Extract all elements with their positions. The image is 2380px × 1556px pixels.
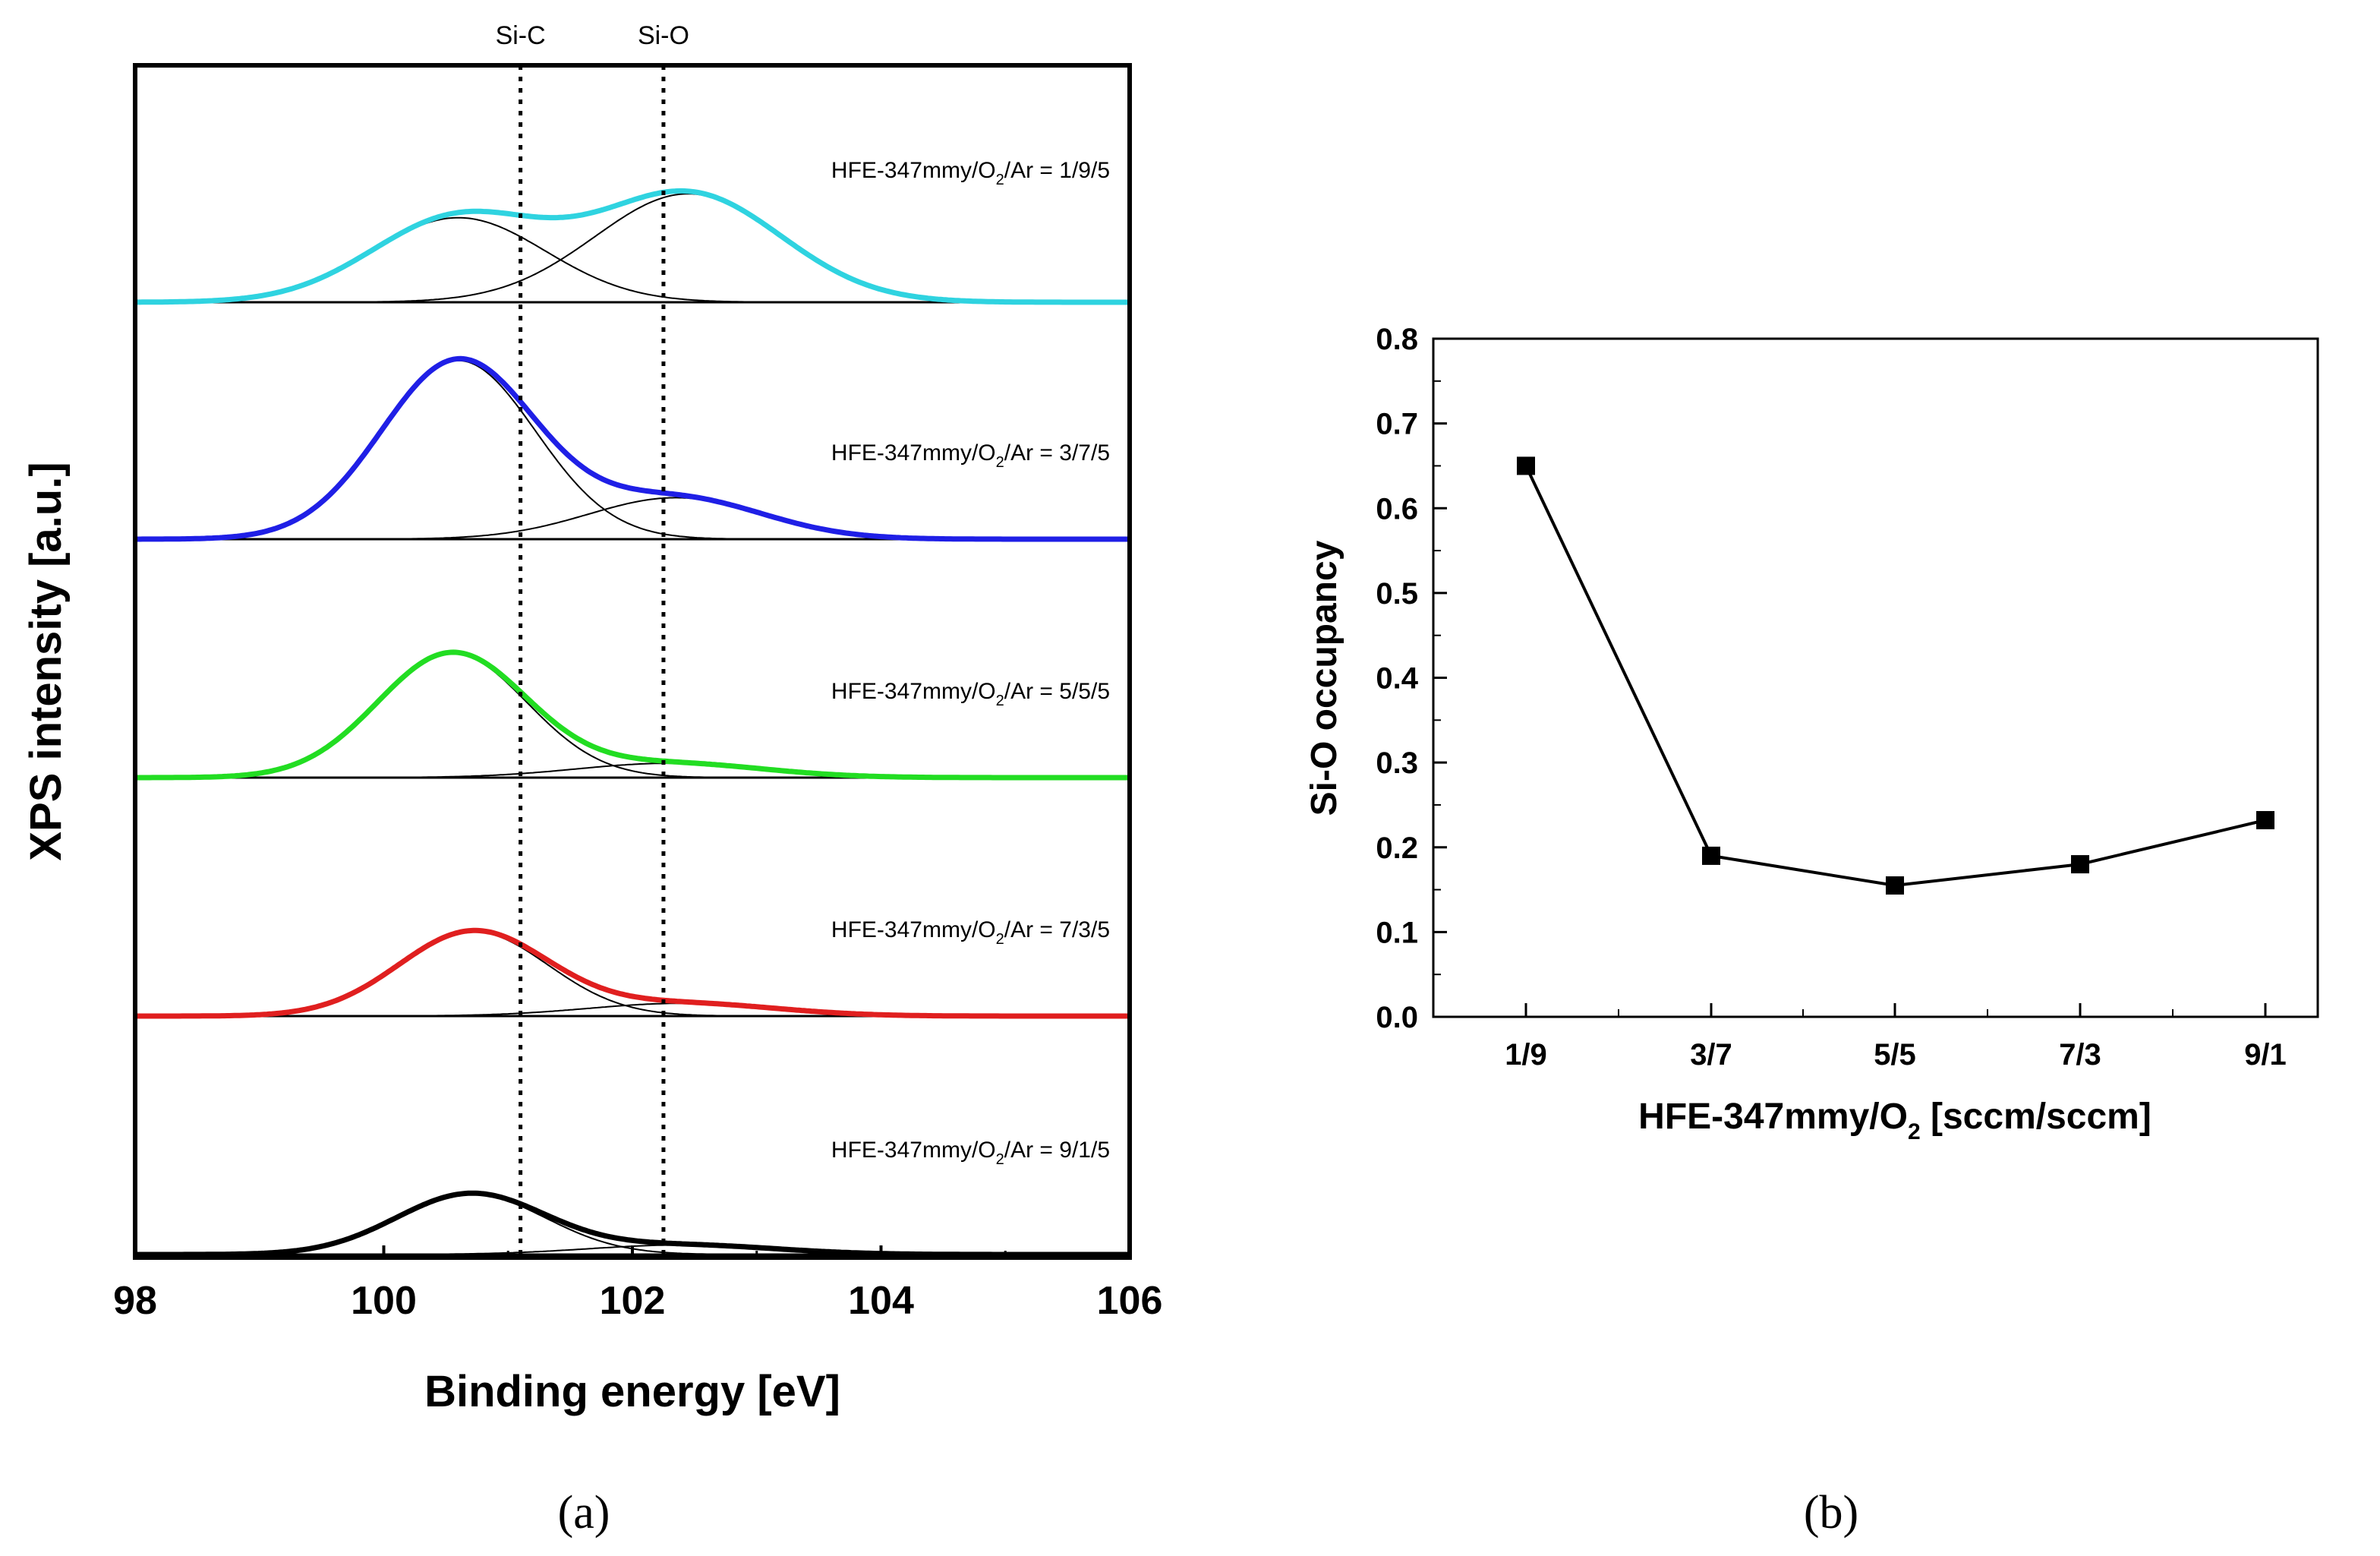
occupancy-point-1-9 [1517, 456, 1535, 475]
spectrum-label: HFE-347mmy/O2/Ar = 5/5/5 [831, 679, 1110, 709]
label-suffix: /Ar = 1/9/5 [1004, 158, 1110, 183]
occupancy-y-axis-label: Si-O occupancy [1304, 540, 1344, 816]
reference-line-labels: Si-C Si-O [496, 21, 689, 50]
label-main: HFE-347mmy/O [831, 1138, 996, 1163]
y-tick-label: 0.0 [1376, 1001, 1418, 1034]
label-suffix: /Ar = 9/1/5 [1004, 1138, 1110, 1163]
x-tick-label: 106 [1097, 1279, 1163, 1323]
spectrum-1 [135, 191, 1130, 302]
xps-plot-area [135, 65, 1130, 1258]
fit-component-1 [260, 1194, 944, 1255]
spectrum-4 [135, 930, 1130, 1016]
spectrum-5 [135, 1193, 1130, 1255]
occupancy-plot-area [1517, 456, 2274, 895]
x-tick-label: 104 [848, 1279, 914, 1323]
x-tick-label: 102 [600, 1279, 666, 1323]
occupancy-x-axis-label: HFE-347mmy/O2 [sccm/sccm] [1638, 1097, 2151, 1144]
x-tick-label: 3/7 [1690, 1038, 1732, 1072]
y-tick-label: 0.8 [1376, 323, 1418, 356]
occupancy-axes-frame [1433, 339, 2318, 1017]
x-tick-label: 7/3 [2059, 1038, 2101, 1072]
x-tick-label: 9/1 [2244, 1038, 2287, 1072]
panel-b-caption: (b) [1804, 1487, 1858, 1539]
measured-spectrum [135, 191, 1130, 302]
measured-spectrum [135, 652, 1130, 778]
occupancy-point-7-3 [2071, 855, 2089, 873]
y-tick-label: 0.6 [1376, 492, 1418, 526]
occupancy-point-5-5 [1886, 876, 1904, 895]
label-suffix: /Ar = 5/5/5 [1004, 679, 1110, 704]
y-tick-label: 0.3 [1376, 746, 1418, 780]
spectrum-3 [135, 652, 1130, 778]
spectrum-label: HFE-347mmy/O2/Ar = 7/3/5 [831, 917, 1110, 948]
label-main: HFE-347mmy/O [831, 158, 996, 183]
label-suffix: /Ar = 7/3/5 [1004, 917, 1110, 942]
xps-y-axis-label: XPS intensity [a.u.] [21, 462, 71, 860]
xps-x-axis-label: Binding energy [eV] [424, 1367, 840, 1416]
label-subscript: 2 [996, 1151, 1004, 1168]
x-tick-label: 1/9 [1505, 1038, 1547, 1072]
x-label-subscript: 2 [1908, 1119, 1921, 1144]
y-tick-label: 0.4 [1376, 662, 1418, 696]
spectrum-label: HFE-347mmy/O2/Ar = 3/7/5 [831, 440, 1110, 471]
label-suffix: /Ar = 3/7/5 [1004, 440, 1110, 466]
label-subscript: 2 [996, 454, 1004, 471]
label-subscript: 2 [996, 172, 1004, 188]
panel-a-caption: (a) [558, 1487, 610, 1539]
label-main: HFE-347mmy/O [831, 917, 996, 942]
measured-spectrum [135, 1193, 1130, 1255]
occupancy-line [1526, 466, 2265, 885]
spectrum-label: HFE-347mmy/O2/Ar = 9/1/5 [831, 1138, 1110, 1168]
fit-component-1 [260, 218, 944, 302]
label-subscript: 2 [996, 693, 1004, 709]
panel-a-xps-spectra: 98 100 102 104 106 Si-C Si-O HFE-347mmy/O2/Ar… [21, 21, 1162, 1539]
x-label-main: HFE-347mmy/O [1638, 1097, 1908, 1137]
x-tick-label: 100 [351, 1279, 417, 1323]
panel-b-si-o-occupancy: 0.0 0.1 0.2 0.3 0.4 0.5 0.6 0.7 0.8 1/9 3/7 5/5 7/3… [1304, 323, 2318, 1539]
label-main: HFE-347mmy/O [831, 679, 996, 704]
y-tick-label: 0.2 [1376, 832, 1418, 865]
spectrum-label: HFE-347mmy/O2/Ar = 1/9/5 [831, 158, 1110, 188]
occupancy-y-ticks: 0.0 0.1 0.2 0.3 0.4 0.5 0.6 0.7 0.8 [1376, 323, 1447, 1034]
xps-axes-frame [135, 65, 1130, 1258]
y-tick-label: 0.5 [1376, 577, 1418, 611]
y-tick-label: 0.1 [1376, 916, 1418, 949]
x-tick-label: 98 [113, 1279, 157, 1323]
label-subscript: 2 [996, 931, 1004, 948]
occupancy-point-9-1 [2256, 811, 2274, 829]
reference-label: Si-C [496, 21, 546, 50]
fit-component-1 [260, 932, 944, 1016]
x-tick-label: 5/5 [1874, 1038, 1916, 1072]
reference-label: Si-O [638, 21, 689, 50]
occupancy-x-ticks: 1/9 3/7 5/5 7/3 9/1 [1505, 1003, 2287, 1072]
y-tick-label: 0.7 [1376, 408, 1418, 441]
occupancy-point-3-7 [1702, 847, 1720, 865]
label-main: HFE-347mmy/O [831, 440, 996, 466]
x-label-unit: [sccm/sccm] [1921, 1097, 2151, 1137]
measured-spectrum [135, 930, 1130, 1016]
